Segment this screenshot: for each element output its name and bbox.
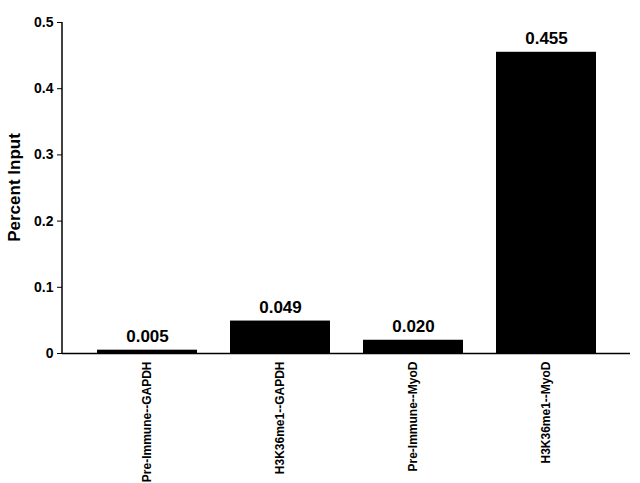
svg-text:H3K36me1--GAPDH: H3K36me1--GAPDH: [273, 362, 287, 475]
svg-text:0.020: 0.020: [392, 317, 435, 336]
svg-text:0.049: 0.049: [259, 298, 302, 317]
svg-text:0.2: 0.2: [34, 213, 54, 229]
svg-text:0.3: 0.3: [34, 146, 54, 162]
svg-text:Pre-Immune--GAPDH: Pre-Immune--GAPDH: [140, 362, 154, 483]
svg-text:0.4: 0.4: [34, 80, 54, 96]
svg-text:0: 0: [46, 345, 54, 361]
svg-text:0.1: 0.1: [34, 279, 54, 295]
svg-text:Pre-Immune--MyoD: Pre-Immune--MyoD: [406, 361, 420, 471]
svg-text:Percent Input: Percent Input: [5, 133, 24, 242]
svg-text:0.5: 0.5: [34, 14, 54, 30]
svg-text:0.455: 0.455: [525, 29, 568, 48]
svg-text:0.005: 0.005: [126, 327, 169, 346]
svg-text:H3K36me1--MyoD: H3K36me1--MyoD: [539, 361, 553, 463]
